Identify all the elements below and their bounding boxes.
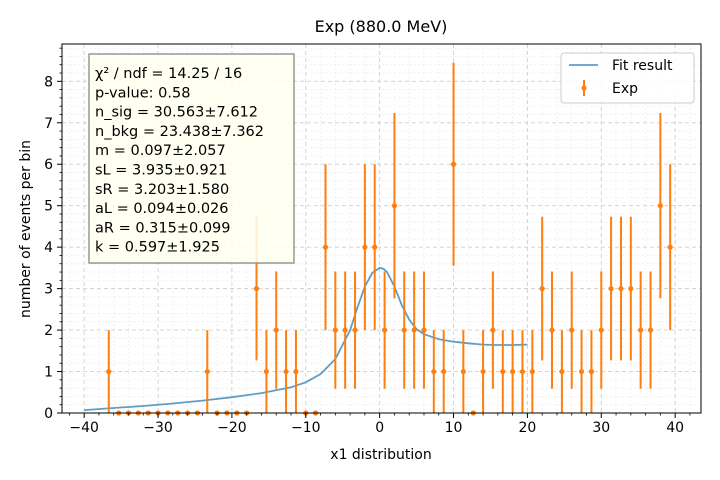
exp-point bbox=[628, 286, 634, 292]
fit-parameters-box-bg bbox=[88, 53, 295, 264]
exp-points-layer bbox=[106, 62, 673, 416]
fit-parameter-line: aR = 0.315±0.099 bbox=[95, 220, 231, 236]
x-tick-label: 30 bbox=[592, 420, 610, 436]
exp-point bbox=[588, 368, 595, 375]
fit-result-line bbox=[84, 266, 528, 411]
fit-parameter-line: n_bkg = 23.438±7.362 bbox=[95, 124, 264, 140]
exp-point bbox=[618, 286, 624, 292]
y-axis-label: number of events per bin bbox=[18, 140, 34, 318]
y-tick-label: 5 bbox=[44, 199, 53, 215]
exp-point bbox=[204, 368, 210, 375]
exp-point bbox=[510, 368, 516, 375]
exp-point bbox=[411, 327, 417, 333]
exp-point bbox=[253, 286, 260, 292]
exp-point bbox=[667, 244, 673, 250]
plot-frame bbox=[61, 43, 702, 414]
exp-point bbox=[342, 327, 348, 333]
exp-point bbox=[490, 327, 496, 333]
chart-title: Exp (880.0 MeV) bbox=[315, 17, 448, 36]
exp-point bbox=[638, 327, 644, 333]
exp-point bbox=[441, 368, 447, 375]
exp-point bbox=[539, 286, 545, 292]
exp-point bbox=[421, 327, 427, 333]
exp-point bbox=[391, 203, 398, 209]
exp-point bbox=[273, 327, 279, 333]
y-tick-label: 2 bbox=[44, 323, 53, 339]
exp-point bbox=[460, 368, 466, 375]
exp-point bbox=[549, 327, 555, 333]
exp-point bbox=[382, 327, 388, 333]
fit-parameter-line: sR = 3.203±1.580 bbox=[95, 182, 229, 198]
legend-exp-label: Exp bbox=[612, 81, 638, 97]
exp-point bbox=[480, 368, 486, 375]
legend-fit-label: Fit result bbox=[612, 58, 673, 74]
exp-point bbox=[500, 368, 506, 375]
exp-point bbox=[332, 327, 338, 333]
x-axis-ticks: −40 −30 −20 −10 0 10 20 30 40 bbox=[68, 413, 691, 436]
x-tick-label: 40 bbox=[666, 420, 684, 436]
y-tick-label: 8 bbox=[44, 74, 53, 90]
x-tick-label: −40 bbox=[69, 420, 99, 436]
fit-parameter-line: sL = 3.935±0.921 bbox=[95, 163, 227, 179]
exp-point bbox=[293, 368, 299, 375]
exp-point bbox=[647, 327, 654, 333]
exp-point bbox=[598, 327, 604, 333]
exp-point bbox=[569, 327, 575, 333]
x-tick-label: −20 bbox=[217, 420, 247, 436]
x-tick-label: 10 bbox=[445, 420, 463, 436]
exp-point bbox=[431, 368, 437, 375]
y-tick-label: 7 bbox=[44, 116, 53, 132]
x-tick-label: −10 bbox=[291, 420, 321, 436]
exp-point bbox=[352, 327, 358, 333]
exp-point bbox=[283, 368, 289, 375]
fit-parameters-box: χ² / ndf = 14.25 / 16 p-value: 0.58 n_sig … bbox=[88, 53, 295, 264]
exp-point bbox=[450, 161, 457, 167]
x-tick-label: −30 bbox=[143, 420, 173, 436]
y-tick-label: 4 bbox=[44, 240, 53, 256]
fit-parameter-line: χ² / ndf = 14.25 / 16 bbox=[95, 66, 242, 82]
y-axis-ticks: 0 1 2 3 4 5 6 7 8 bbox=[44, 47, 62, 422]
exp-point bbox=[657, 203, 663, 209]
y-tick-label: 6 bbox=[44, 157, 53, 173]
fit-result-layer bbox=[84, 266, 528, 411]
exp-point bbox=[263, 368, 270, 375]
exp-point bbox=[322, 244, 329, 250]
x-axis-label: x1 distribution bbox=[330, 447, 431, 463]
exp-point bbox=[559, 368, 565, 375]
y-tick-label: 1 bbox=[44, 365, 53, 381]
exp-point bbox=[608, 286, 614, 292]
exp-point bbox=[362, 244, 368, 250]
exp-point bbox=[372, 244, 378, 250]
legend-exp-marker bbox=[581, 85, 587, 91]
exp-point bbox=[519, 368, 526, 375]
y-tick-label: 3 bbox=[44, 282, 53, 298]
exp-point bbox=[529, 368, 535, 375]
exp-point bbox=[401, 327, 407, 333]
x-tick-label: 20 bbox=[518, 420, 536, 436]
y-tick-label: 0 bbox=[44, 406, 53, 422]
fit-parameter-line: k = 0.597±1.925 bbox=[95, 240, 220, 256]
fit-parameter-line: n_sig = 30.563±7.612 bbox=[95, 105, 258, 121]
fit-parameter-line: m = 0.097±2.057 bbox=[95, 143, 226, 159]
x-tick-label: 0 bbox=[375, 420, 384, 436]
legend: Fit result Exp bbox=[560, 52, 695, 104]
fit-parameter-line: aL = 0.094±0.026 bbox=[95, 201, 229, 217]
exp-point bbox=[106, 368, 112, 375]
fit-parameter-line: p-value: 0.58 bbox=[95, 85, 190, 101]
exp-point bbox=[578, 368, 585, 375]
